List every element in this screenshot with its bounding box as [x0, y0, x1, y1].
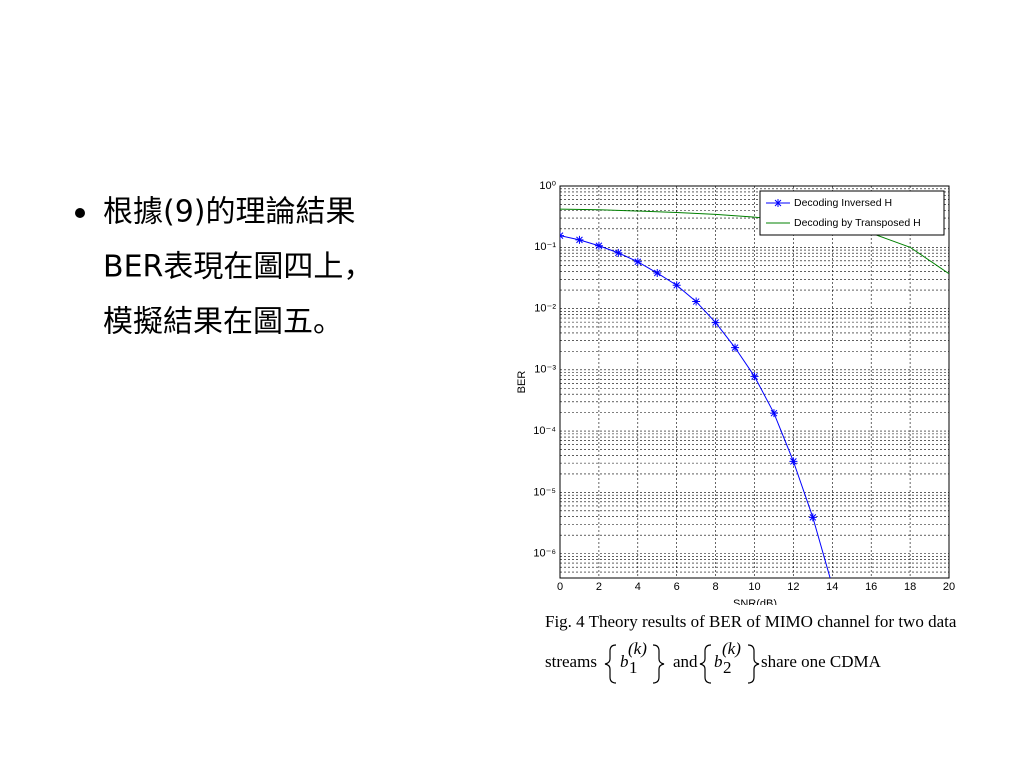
brace: [652, 644, 665, 684]
marker: [633, 257, 642, 266]
marker: [769, 409, 778, 418]
legend-marker: [774, 199, 782, 207]
legend-label: Decoding Inversed H: [794, 197, 892, 209]
x-tick-label: 16: [865, 581, 877, 593]
marker: [614, 248, 623, 257]
marker: [692, 297, 701, 306]
math-sub: 1: [629, 658, 638, 677]
marker: [731, 343, 740, 352]
x-tick-label: 12: [787, 581, 799, 593]
y-tick-label: 10⁻⁵: [533, 486, 556, 498]
caption-bg: [540, 605, 1010, 680]
bullet-line: BER表現在圖四上，: [103, 250, 373, 285]
marker: [750, 372, 759, 381]
y-tick-label: 10⁻⁶: [533, 548, 556, 560]
bullet-line: 根據(9)的理論結果: [103, 195, 356, 230]
x-tick-label: 6: [674, 581, 680, 593]
math-base: b: [620, 652, 629, 671]
marker: [653, 269, 662, 278]
marker: [594, 241, 603, 250]
brace: [747, 644, 760, 684]
x-tick-label: 20: [943, 581, 955, 593]
bullet-line: 模擬結果在圖五。: [103, 305, 343, 340]
legend-label: Decoding by Transposed H: [794, 217, 921, 229]
brace: [699, 644, 712, 684]
marker: [808, 513, 817, 522]
marker: [672, 281, 681, 290]
plot-clip: [560, 208, 949, 578]
math-sup: (k): [722, 639, 741, 658]
y-tick-label: 10⁻³: [534, 364, 556, 376]
marker: [575, 235, 584, 244]
caption: Fig. 4 Theory results of BER of MIMO cha…: [540, 605, 1010, 684]
math-sup: (k): [628, 639, 647, 658]
x-tick-label: 4: [635, 581, 641, 593]
chart: 10⁰ 10⁻¹ 10⁻² 10⁻³ 10⁻⁴ 10⁻⁵ 10⁻⁶ 0 2 4 6 8 10 12 14 16…: [516, 180, 955, 610]
marker: [711, 318, 720, 327]
x-tick-label: 8: [713, 581, 719, 593]
brace: [604, 644, 617, 684]
caption-text: share one CDMA: [761, 652, 882, 671]
y-tick-label: 10⁻¹: [534, 241, 556, 253]
x-tick-label: 18: [904, 581, 916, 593]
y-tick-label: 10⁻²: [534, 302, 556, 314]
plot-frame: [559, 185, 950, 579]
caption-text: streams: [545, 652, 597, 671]
bullet-dot: [75, 208, 85, 218]
y-tick-label: 10⁻⁴: [533, 425, 556, 437]
x-tick-label: 2: [596, 581, 602, 593]
math-base: b: [714, 652, 723, 671]
series-line: [560, 208, 949, 275]
x-tick-label: 0: [557, 581, 563, 593]
y-axis-title: BER: [516, 371, 528, 394]
caption-line: Fig. 4 Theory results of BER of MIMO cha…: [545, 612, 957, 631]
x-tick-label: 14: [826, 581, 838, 593]
marker: [560, 231, 564, 240]
x-tick-label: 10: [748, 581, 760, 593]
marker: [789, 457, 798, 466]
y-tick-label: 10⁰: [539, 180, 556, 192]
caption-text: and: [673, 652, 698, 671]
math-sub: 2: [723, 658, 732, 677]
legend-box: [759, 190, 945, 236]
